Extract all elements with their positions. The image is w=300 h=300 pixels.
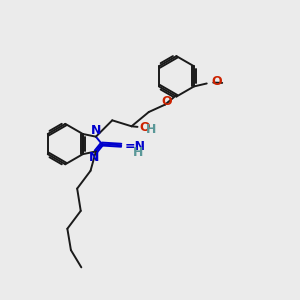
Text: N: N [89, 152, 100, 164]
Text: O: O [161, 94, 172, 107]
Text: H: H [133, 146, 143, 159]
Text: O: O [139, 121, 150, 134]
Text: N: N [91, 124, 101, 136]
Text: =N: =N [125, 140, 146, 153]
Text: O: O [211, 76, 221, 88]
Text: H: H [146, 123, 156, 136]
